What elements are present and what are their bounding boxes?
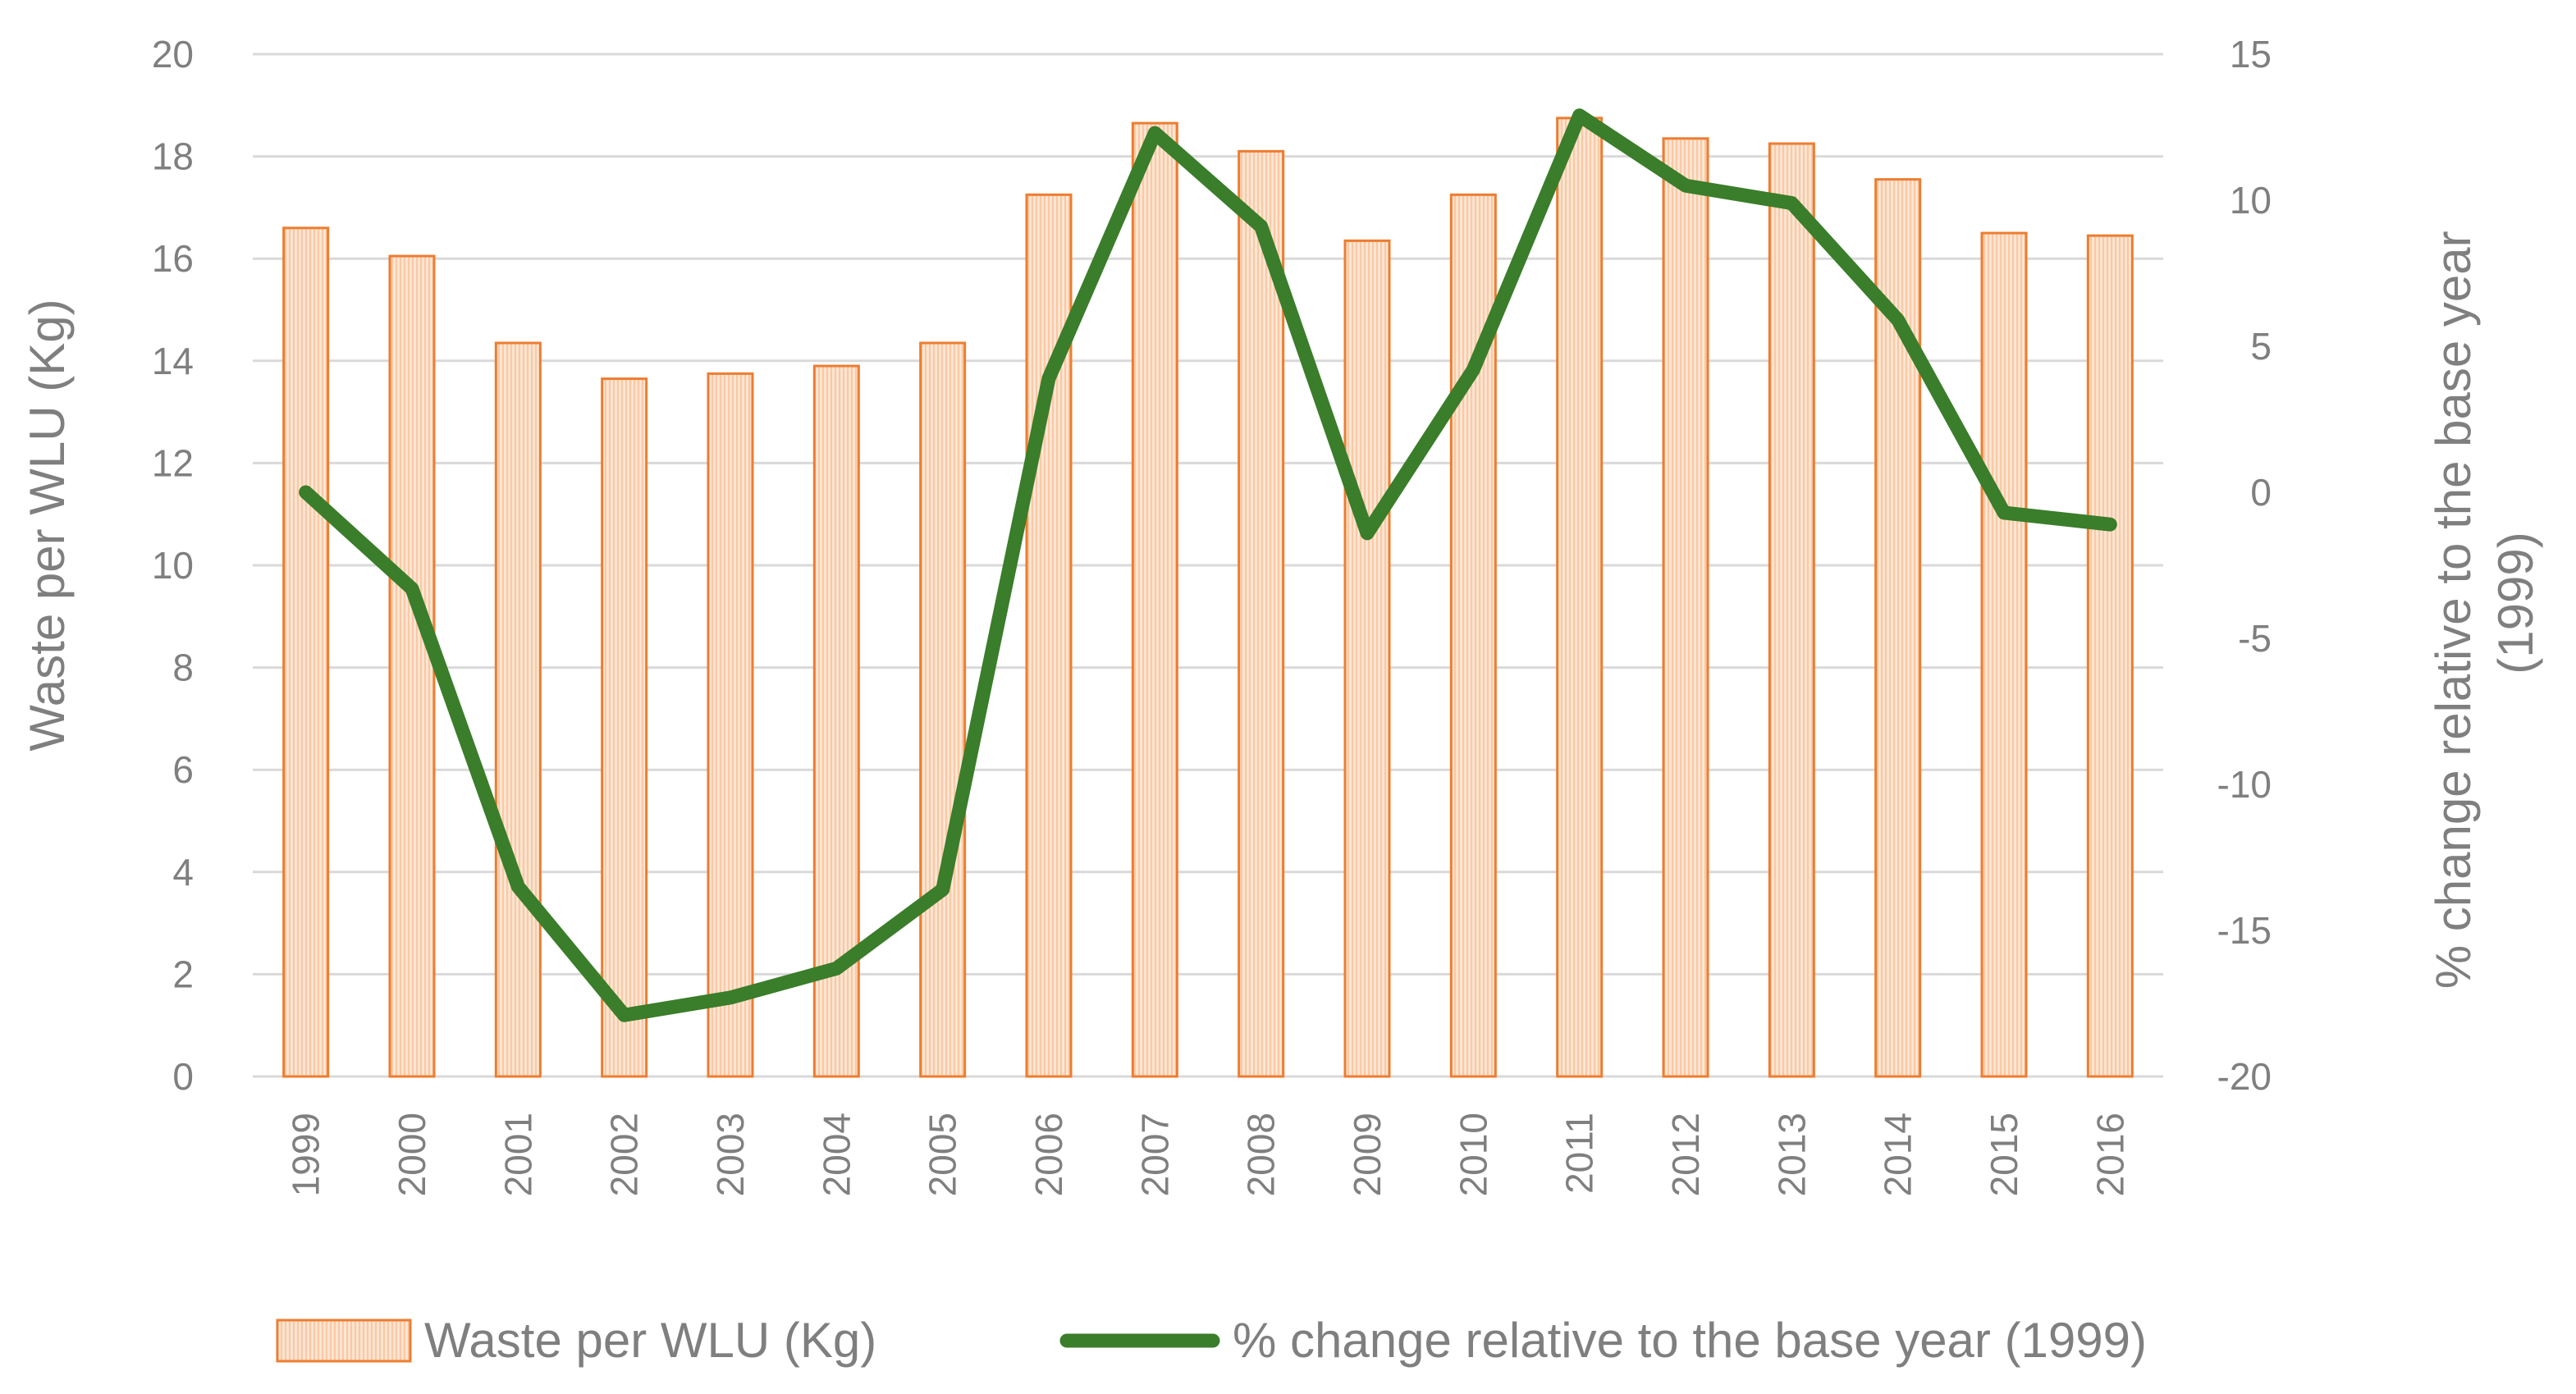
- x-tick-label: 2013: [1770, 1113, 1813, 1196]
- line-point: [1472, 368, 1475, 371]
- line-series: [299, 108, 2117, 1022]
- line-point: [1578, 114, 1581, 117]
- left-axis-ticks: 0 2 4 6 8 10 12 14 16 18 20: [152, 33, 194, 1098]
- legend-line-label: % change relative to the base year (1999…: [1233, 1313, 2147, 1368]
- line-point: [2003, 511, 2005, 514]
- x-tick-label: 2015: [1983, 1113, 2025, 1196]
- x-tick-label: 2011: [1558, 1113, 1601, 1194]
- bar: [1238, 149, 1285, 1078]
- bar: [2086, 234, 2134, 1078]
- right-tick-label: -20: [2217, 1055, 2272, 1098]
- x-tick-label: 2010: [1452, 1113, 1494, 1196]
- line-point: [1260, 226, 1262, 228]
- right-tick-label: 0: [2250, 471, 2272, 514]
- left-tick-label: 14: [152, 340, 194, 382]
- bar: [601, 377, 648, 1078]
- x-tick-label: 2000: [391, 1113, 433, 1196]
- x-tick-label: 2012: [1664, 1113, 1707, 1196]
- legend-bar-label: Waste per WLU (Kg): [424, 1313, 876, 1368]
- right-axis-title-line2: (1999): [2488, 532, 2543, 674]
- gridlines: [253, 53, 2163, 1078]
- right-axis-ticks: -20 -15 -10 -5 0 5 10 15: [2217, 33, 2272, 1098]
- bar: [919, 341, 967, 1078]
- left-tick-label: 6: [172, 748, 194, 791]
- legend: Waste per WLU (Kg) % change relative to …: [276, 1313, 2147, 1368]
- left-tick-label: 18: [152, 135, 194, 178]
- right-tick-label: -10: [2217, 763, 2272, 806]
- bar: [1768, 142, 1815, 1078]
- x-tick-label: 2004: [815, 1113, 858, 1196]
- bar-series: [282, 117, 2134, 1078]
- x-tick-label: 1999: [285, 1113, 327, 1196]
- bar: [1556, 117, 1604, 1078]
- bar: [707, 372, 754, 1078]
- left-axis-title: Waste per WLU (Kg): [20, 299, 75, 751]
- x-tick-label: 2006: [1027, 1113, 1070, 1196]
- x-tick-label: 2014: [1877, 1113, 1919, 1196]
- right-axis-title: % change relative to the base year (1999…: [2426, 217, 2543, 990]
- series-line: [299, 108, 2117, 1022]
- left-tick-label: 8: [172, 647, 194, 689]
- x-tick-label: 2009: [1346, 1113, 1389, 1196]
- line-point: [623, 1014, 625, 1017]
- line-point: [1791, 202, 1793, 204]
- bar: [1662, 137, 1709, 1078]
- line-point: [1366, 532, 1368, 534]
- line-point: [730, 996, 731, 999]
- left-tick-label: 10: [152, 544, 194, 587]
- line-point: [1897, 318, 1899, 321]
- bar: [1131, 121, 1178, 1078]
- right-tick-label: 15: [2230, 33, 2272, 75]
- bar: [1343, 239, 1391, 1078]
- line-point: [2109, 523, 2112, 526]
- left-tick-label: 4: [172, 851, 194, 894]
- legend-bar-swatch: [276, 1319, 412, 1363]
- line-point: [1154, 132, 1156, 135]
- line-point: [517, 885, 519, 888]
- left-tick-label: 20: [152, 33, 194, 75]
- bar: [388, 254, 436, 1078]
- right-tick-label: 5: [2250, 325, 2272, 368]
- line-point: [941, 889, 944, 891]
- bar: [494, 341, 542, 1078]
- bar: [282, 226, 330, 1078]
- x-tick-label: 2007: [1133, 1113, 1176, 1196]
- right-tick-label: -15: [2217, 909, 2272, 952]
- right-axis-title-line1: % change relative to the base year: [2426, 231, 2481, 989]
- bar: [1980, 231, 2028, 1078]
- x-tick-label: 2016: [2089, 1113, 2131, 1196]
- left-tick-label: 2: [172, 953, 194, 995]
- line-point: [1048, 377, 1050, 380]
- x-tick-label: 2002: [603, 1113, 646, 1196]
- x-tick-label: 2003: [709, 1113, 752, 1196]
- left-tick-label: 12: [152, 441, 194, 484]
- x-axis-ticks: 1999 2000 2001 2002 2003 2004 2005 2006 2007 2008…: [285, 1113, 2132, 1196]
- x-tick-label: 2005: [922, 1113, 964, 1196]
- line-point: [1685, 185, 1686, 187]
- x-tick-label: 2001: [496, 1113, 539, 1196]
- x-tick-label: 2008: [1240, 1113, 1283, 1196]
- line-point: [835, 967, 838, 970]
- right-tick-label: 10: [2230, 179, 2272, 222]
- line-point: [304, 491, 307, 493]
- left-tick-label: 0: [172, 1055, 194, 1098]
- right-tick-label: -5: [2238, 617, 2272, 660]
- left-tick-label: 16: [152, 237, 194, 280]
- line-point: [411, 587, 413, 590]
